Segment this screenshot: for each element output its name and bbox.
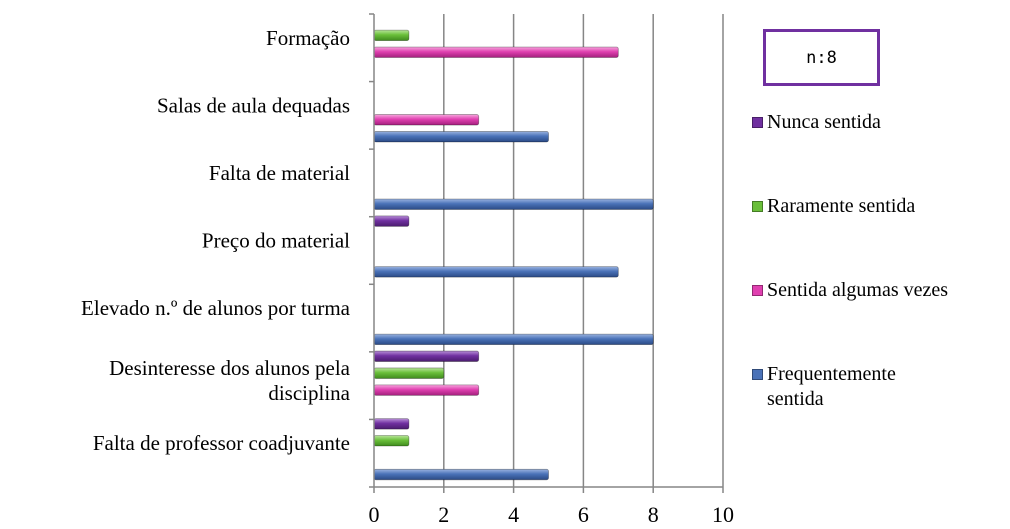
bar-nunca-sentida <box>373 350 480 362</box>
bar-raramente-sentida <box>373 367 445 379</box>
category-label: Desinteresse dos alunos pela <box>109 356 351 380</box>
bar-sentida-algumas-vezes <box>373 114 480 126</box>
sample-size-label: n:8 <box>806 47 837 68</box>
bar-frequentemente-sentida <box>373 333 654 346</box>
bar-frequentemente-sentida <box>373 198 654 210</box>
x-tick-label: 0 <box>369 502 380 527</box>
x-tick-label: 6 <box>578 502 589 527</box>
category-label: Salas de aula dequadas <box>157 93 350 117</box>
legend-item: Frequentemente sentida <box>752 362 1002 412</box>
legend-swatch <box>752 369 763 380</box>
legend-label: Frequentemente sentida <box>767 363 896 410</box>
bar-raramente-sentida <box>373 435 410 447</box>
legend-item: Nunca sentida <box>752 110 1002 135</box>
bar-frequentemente-sentida <box>373 131 549 143</box>
category-label: Preço do material <box>202 229 350 253</box>
category-label: Falta de professor coadjuvante <box>93 431 350 455</box>
category-label: Elevado n.º de alunos por turma <box>81 296 351 320</box>
legend-swatch <box>752 201 763 212</box>
category-label: disciplina <box>268 381 350 405</box>
legend-swatch <box>752 285 763 296</box>
bar-raramente-sentida <box>373 29 410 41</box>
x-tick-label: 8 <box>648 502 659 527</box>
legend-swatch <box>752 117 763 128</box>
sample-size-box: n:8 <box>763 29 880 86</box>
legend-label: Nunca sentida <box>767 111 881 133</box>
bar-nunca-sentida <box>373 418 410 430</box>
bar-sentida-algumas-vezes <box>373 384 480 396</box>
x-tick-label: 2 <box>438 502 449 527</box>
bar-frequentemente-sentida <box>373 468 549 481</box>
category-label: Falta de material <box>209 161 350 185</box>
bar-frequentemente-sentida <box>373 266 619 278</box>
legend-item: Raramente sentida <box>752 194 1002 219</box>
category-label: Formação <box>266 26 350 50</box>
x-tick-label: 4 <box>508 502 519 527</box>
legend-label: Raramente sentida <box>767 195 916 217</box>
bar-nunca-sentida <box>373 215 410 227</box>
bar-sentida-algumas-vezes <box>373 46 619 58</box>
legend-label: Sentida algumas vezes <box>767 279 949 301</box>
legend-item: Sentida algumas vezes <box>752 278 1002 303</box>
x-tick-label: 10 <box>712 502 734 527</box>
